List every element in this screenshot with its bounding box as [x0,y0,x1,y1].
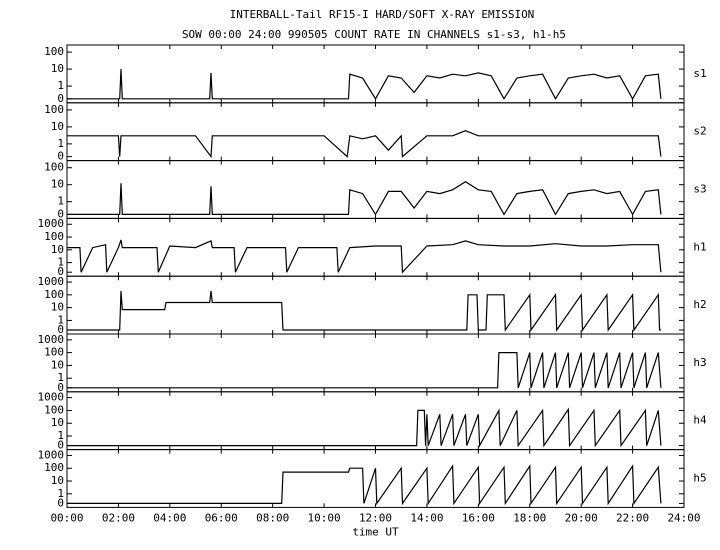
y-tick-label: 0 [57,150,64,163]
x-tick-label: 22:00 [616,511,649,524]
y-tick-label: 1000 [38,448,65,461]
y-tick-label: 10 [51,243,64,256]
y-tick-label: 10 [51,178,64,191]
y-tick-label: 100 [44,103,64,116]
y-tick-label: 10 [51,416,64,429]
y-tick-label: 100 [44,230,64,243]
data-trace [67,239,662,274]
data-trace [67,69,662,101]
y-tick-label: 1 [57,313,64,326]
panel-label: s3 [693,183,706,196]
x-tick-label: 02:00 [102,511,135,524]
y-tick-label: 100 [44,403,64,416]
y-tick-label: 100 [44,161,64,174]
y-tick-label: 1000 [38,275,65,288]
y-tick-label: 1 [57,371,64,384]
y-tick-label: 0 [57,381,64,394]
data-trace [67,407,662,448]
y-tick-label: 1 [57,195,64,208]
y-tick-label: 100 [44,346,64,359]
x-tick-label: 20:00 [565,511,598,524]
panel-label: h3 [693,356,706,369]
y-tick-label: 10 [51,62,64,75]
panel-label: s2 [693,125,706,138]
y-tick-label: 1000 [38,333,65,346]
y-tick-label: 10 [51,358,64,371]
y-tick-label: 100 [44,45,64,58]
y-tick-label: 1 [57,429,64,442]
data-trace [67,352,662,389]
y-tick-label: 1 [57,79,64,92]
x-tick-label: 18:00 [513,511,546,524]
y-tick-label: 1 [57,256,64,269]
x-tick-label: 04:00 [153,511,186,524]
chart-title: INTERBALL-Tail RF15-I HARD/SOFT X-RAY EM… [230,8,535,21]
panel-label: s1 [693,67,706,80]
y-tick-label: 10 [51,301,64,314]
x-tick-label: 16:00 [462,511,495,524]
x-tick-label: 12:00 [359,511,392,524]
data-trace [67,464,662,506]
data-trace [67,180,662,216]
y-tick-label: 10 [51,474,64,487]
x-axis-label: time UT [352,525,399,538]
y-tick-label: 10 [51,120,64,133]
y-tick-label: 0 [57,323,64,336]
y-tick-label: 1000 [38,391,65,404]
data-trace [67,290,661,332]
y-tick-label: 1000 [38,217,65,230]
panel-label: h4 [693,414,707,427]
y-tick-label: 1 [57,137,64,150]
x-tick-label: 06:00 [205,511,238,524]
panel-label: h2 [693,298,706,311]
y-tick-label: 0 [57,496,64,509]
data-trace [67,130,662,159]
x-tick-label: 24:00 [667,511,700,524]
y-tick-label: 100 [44,288,64,301]
panel-label: h5 [693,472,706,485]
y-tick-label: 1 [57,487,64,500]
y-tick-label: 0 [57,207,64,220]
x-tick-label: 08:00 [256,511,289,524]
x-tick-label: 10:00 [308,511,341,524]
panel-label: h1 [693,240,706,253]
x-tick-label: 14:00 [410,511,443,524]
x-tick-label: 00:00 [50,511,83,524]
y-tick-label: 100 [44,461,64,474]
chart-subtitle: SOW 00:00 24:00 990505 COUNT RATE IN CHA… [182,28,566,41]
y-tick-label: 0 [57,439,64,452]
y-tick-label: 0 [57,92,64,105]
y-tick-label: 0 [57,265,64,278]
